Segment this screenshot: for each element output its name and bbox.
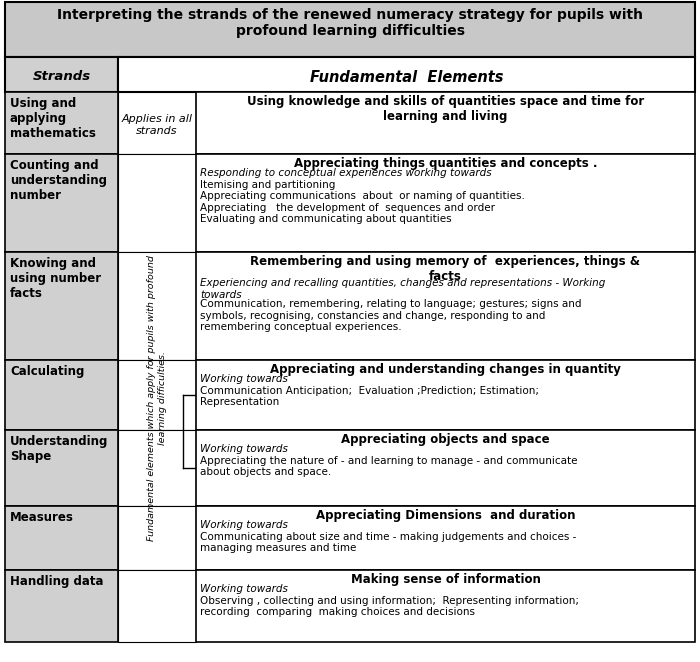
Bar (196, 154, 695, 252)
Bar (5, 430, 118, 506)
Text: Using and
applying
mathematics: Using and applying mathematics (10, 97, 96, 140)
Bar (5, 2, 695, 57)
Text: Communication Anticipation;  Evaluation ;Prediction; Estimation;
Representation: Communication Anticipation; Evaluation ;… (200, 385, 539, 407)
Text: Communication, remembering, relating to language; gestures; signs and
symbols, r: Communication, remembering, relating to … (200, 299, 582, 332)
Bar (118, 92, 196, 154)
Text: Applies in all
strands: Applies in all strands (122, 114, 192, 136)
Text: Calculating: Calculating (10, 365, 85, 378)
Text: Using knowledge and skills of quantities space and time for
learning and living: Using knowledge and skills of quantities… (247, 95, 644, 123)
Bar (196, 92, 695, 154)
Text: Appreciating objects and space: Appreciating objects and space (341, 433, 550, 446)
Text: Understanding
Shape: Understanding Shape (10, 435, 108, 463)
Text: Appreciating Dimensions  and duration: Appreciating Dimensions and duration (316, 509, 575, 522)
Text: Interpreting the strands of the renewed numeracy strategy for pupils with
profou: Interpreting the strands of the renewed … (57, 8, 643, 38)
Text: Responding to conceptual experiences working towards: Responding to conceptual experiences wor… (200, 169, 491, 179)
Bar (5, 154, 118, 252)
Bar (5, 57, 118, 92)
Text: Observing , collecting and using information;  Representing information;
recordi: Observing , collecting and using informa… (200, 596, 579, 617)
Bar (196, 506, 695, 570)
Text: Communicating about size and time - making judgements and choices -
managing mea: Communicating about size and time - maki… (200, 532, 576, 553)
Text: Strands: Strands (32, 70, 90, 83)
Text: Appreciating things quantities and concepts .: Appreciating things quantities and conce… (294, 157, 597, 170)
Bar (5, 360, 118, 430)
Bar (118, 430, 196, 506)
Text: Appreciating the nature of - and learning to manage - and communicate
about obje: Appreciating the nature of - and learnin… (200, 455, 578, 477)
Text: Working towards: Working towards (200, 585, 288, 594)
Bar (118, 154, 196, 252)
Bar (118, 252, 196, 360)
Text: Knowing and
using number
facts: Knowing and using number facts (10, 257, 101, 300)
Bar (196, 430, 695, 506)
Text: Making sense of information: Making sense of information (351, 573, 540, 586)
Bar (118, 570, 196, 642)
Bar (5, 506, 118, 570)
Text: Handling data: Handling data (10, 575, 104, 588)
Text: Working towards: Working towards (200, 444, 288, 455)
Bar (5, 92, 118, 154)
Text: Working towards: Working towards (200, 375, 288, 385)
Text: Working towards: Working towards (200, 520, 288, 530)
Text: Experiencing and recalling quantities, changes and representations - Working
tow: Experiencing and recalling quantities, c… (200, 278, 606, 300)
Bar (196, 252, 695, 360)
Text: Itemising and partitioning
Appreciating communications  about  or naming of quan: Itemising and partitioning Appreciating … (200, 179, 525, 224)
Text: Fundamental  Elements: Fundamental Elements (309, 70, 503, 85)
Bar (5, 570, 118, 642)
Text: Measures: Measures (10, 511, 74, 524)
Text: Counting and
understanding
number: Counting and understanding number (10, 159, 107, 202)
Bar (118, 506, 196, 570)
Bar (118, 57, 695, 92)
Bar (118, 360, 196, 430)
Text: Remembering and using memory of  experiences, things &
facts: Remembering and using memory of experien… (251, 255, 640, 283)
Bar (196, 360, 695, 430)
Text: Fundamental elements which apply for pupils with profound
learning difficulties.: Fundamental elements which apply for pup… (147, 255, 167, 541)
Bar (196, 570, 695, 642)
Text: Appreciating and understanding changes in quantity: Appreciating and understanding changes i… (270, 363, 621, 376)
Bar (5, 252, 118, 360)
